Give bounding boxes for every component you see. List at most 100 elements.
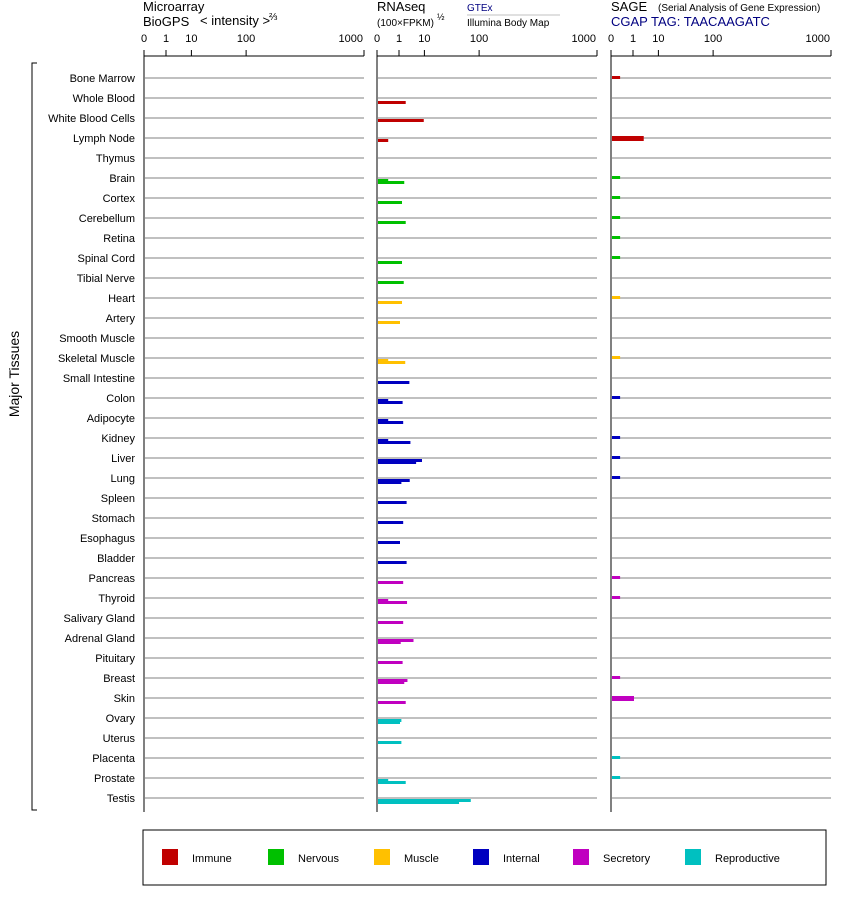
- sage-title: SAGE: [611, 0, 647, 14]
- rnaseq-tick-label: 100: [470, 33, 488, 45]
- bar-gtex: [378, 741, 402, 744]
- legend-label: Immune: [192, 853, 232, 865]
- bars: [378, 76, 644, 804]
- bar-sage: [612, 396, 621, 399]
- legend-swatch-internal: [473, 849, 489, 865]
- sage-tick-label: 0: [608, 33, 614, 45]
- microarray-tick-label: 1: [163, 33, 169, 45]
- row-label: Esophagus: [80, 533, 136, 545]
- legend-swatch-muscle: [374, 849, 390, 865]
- axes: 0 1 10 100 1000 0 1 10 100 1000 0 1 10 100 1000: [141, 33, 832, 812]
- rnaseq-units: (100×FPKM): [377, 18, 434, 29]
- row-label: Stomach: [92, 513, 135, 525]
- row-label: Testis: [107, 793, 136, 805]
- sage-tick-label: 1: [630, 33, 636, 45]
- bar-bodymap: [378, 359, 389, 362]
- gtex-label: GTEx: [467, 3, 493, 14]
- microarray-units: < intensity >: [200, 13, 270, 28]
- rnaseq-title: RNAseq: [377, 0, 425, 14]
- row-label: Bone Marrow: [70, 73, 135, 85]
- legend-swatch-immune: [162, 849, 178, 865]
- bar-bodymap: [378, 639, 414, 642]
- bar-gtex: [378, 781, 406, 784]
- row-label: Pancreas: [89, 573, 136, 585]
- bar-gtex: [378, 261, 403, 264]
- rnaseq-tick-label: 0: [374, 33, 380, 45]
- bodymap-label: Illumina Body Map: [467, 18, 550, 29]
- legend-label: Reproductive: [715, 853, 780, 865]
- rnaseq-tick-label: 10: [418, 33, 430, 45]
- bar-bodymap: [378, 419, 389, 422]
- row-label: Brain: [109, 173, 135, 185]
- row-label: Cerebellum: [79, 213, 135, 225]
- row-label: Thyroid: [98, 593, 135, 605]
- bar-gtex: [378, 501, 407, 504]
- bar-sage: [612, 176, 621, 179]
- bar-gtex: [378, 381, 410, 384]
- row-label: Pituitary: [95, 653, 135, 665]
- bar-gtex: [378, 401, 403, 404]
- row-label: Adipocyte: [87, 413, 135, 425]
- bar-gtex: [378, 541, 400, 544]
- bar-bodymap: [378, 119, 424, 122]
- bar-sage: [612, 196, 621, 199]
- bar-gtex: [378, 561, 407, 564]
- rnaseq-tick-label: 1: [396, 33, 402, 45]
- legend-swatch-nervous: [268, 849, 284, 865]
- bar-bodymap: [378, 679, 408, 682]
- row-label: Uterus: [103, 733, 136, 745]
- row-label: Bladder: [97, 553, 135, 565]
- sage-tick-label: 1000: [806, 33, 830, 45]
- microarray-tick-label: 10: [185, 33, 197, 45]
- bar-sage: [612, 436, 621, 439]
- row-label: Spinal Cord: [78, 253, 135, 265]
- bar-bodymap: [378, 479, 410, 482]
- row-label: Adrenal Gland: [65, 633, 135, 645]
- bar-bodymap: [378, 179, 389, 182]
- legend-label: Internal: [503, 853, 540, 865]
- microarray-tick-label: 0: [141, 33, 147, 45]
- panel-headers: Microarray BioGPS < intensity > ⅔ RNAseq…: [143, 0, 820, 29]
- bar-gtex: [378, 701, 406, 704]
- bar-bodymap: [378, 139, 389, 142]
- row-label: White Blood Cells: [48, 113, 135, 125]
- bar-gtex: [378, 361, 406, 364]
- bar-sage: [612, 76, 621, 79]
- bar-gtex: [378, 421, 404, 424]
- row-label: Retina: [103, 233, 136, 245]
- bar-gtex: [378, 521, 404, 524]
- bar-sage: [612, 776, 621, 779]
- bar-gtex: [378, 441, 411, 444]
- bar-sage: [612, 236, 621, 239]
- row-label: Placenta: [92, 753, 136, 765]
- bar-sage: [612, 216, 621, 219]
- sage-tick-label: 100: [704, 33, 722, 45]
- bar-sage: [612, 136, 644, 141]
- legend-swatch-reproductive: [685, 849, 701, 865]
- bar-gtex: [378, 221, 406, 224]
- row-label: Smooth Muscle: [59, 333, 135, 345]
- bar-bodymap: [378, 399, 389, 402]
- row-label: Small Intestine: [63, 373, 135, 385]
- bar-sage: [612, 696, 634, 701]
- bar-gtex: [378, 601, 408, 604]
- y-axis-label: Major Tissues: [6, 331, 22, 417]
- microarray-source: BioGPS: [143, 14, 190, 29]
- row-label: Prostate: [94, 773, 135, 785]
- bar-sage: [612, 676, 621, 679]
- bar-sage: [612, 256, 621, 259]
- bar-gtex: [378, 581, 404, 584]
- bar-sage: [612, 456, 621, 459]
- bar-sage: [612, 756, 621, 759]
- legend-label: Muscle: [404, 853, 439, 865]
- bar-bodymap: [378, 439, 389, 442]
- bar-bodymap: [378, 459, 422, 462]
- legend: Immune Nervous Muscle Internal Secretory Repr…: [162, 849, 780, 865]
- microarray-tick-label: 1000: [339, 33, 363, 45]
- row-label: Whole Blood: [73, 93, 135, 105]
- y-axis-bracket: [31, 62, 37, 811]
- bar-sage: [612, 476, 621, 479]
- bar-bodymap: [378, 599, 389, 602]
- row-label: Salivary Gland: [63, 613, 135, 625]
